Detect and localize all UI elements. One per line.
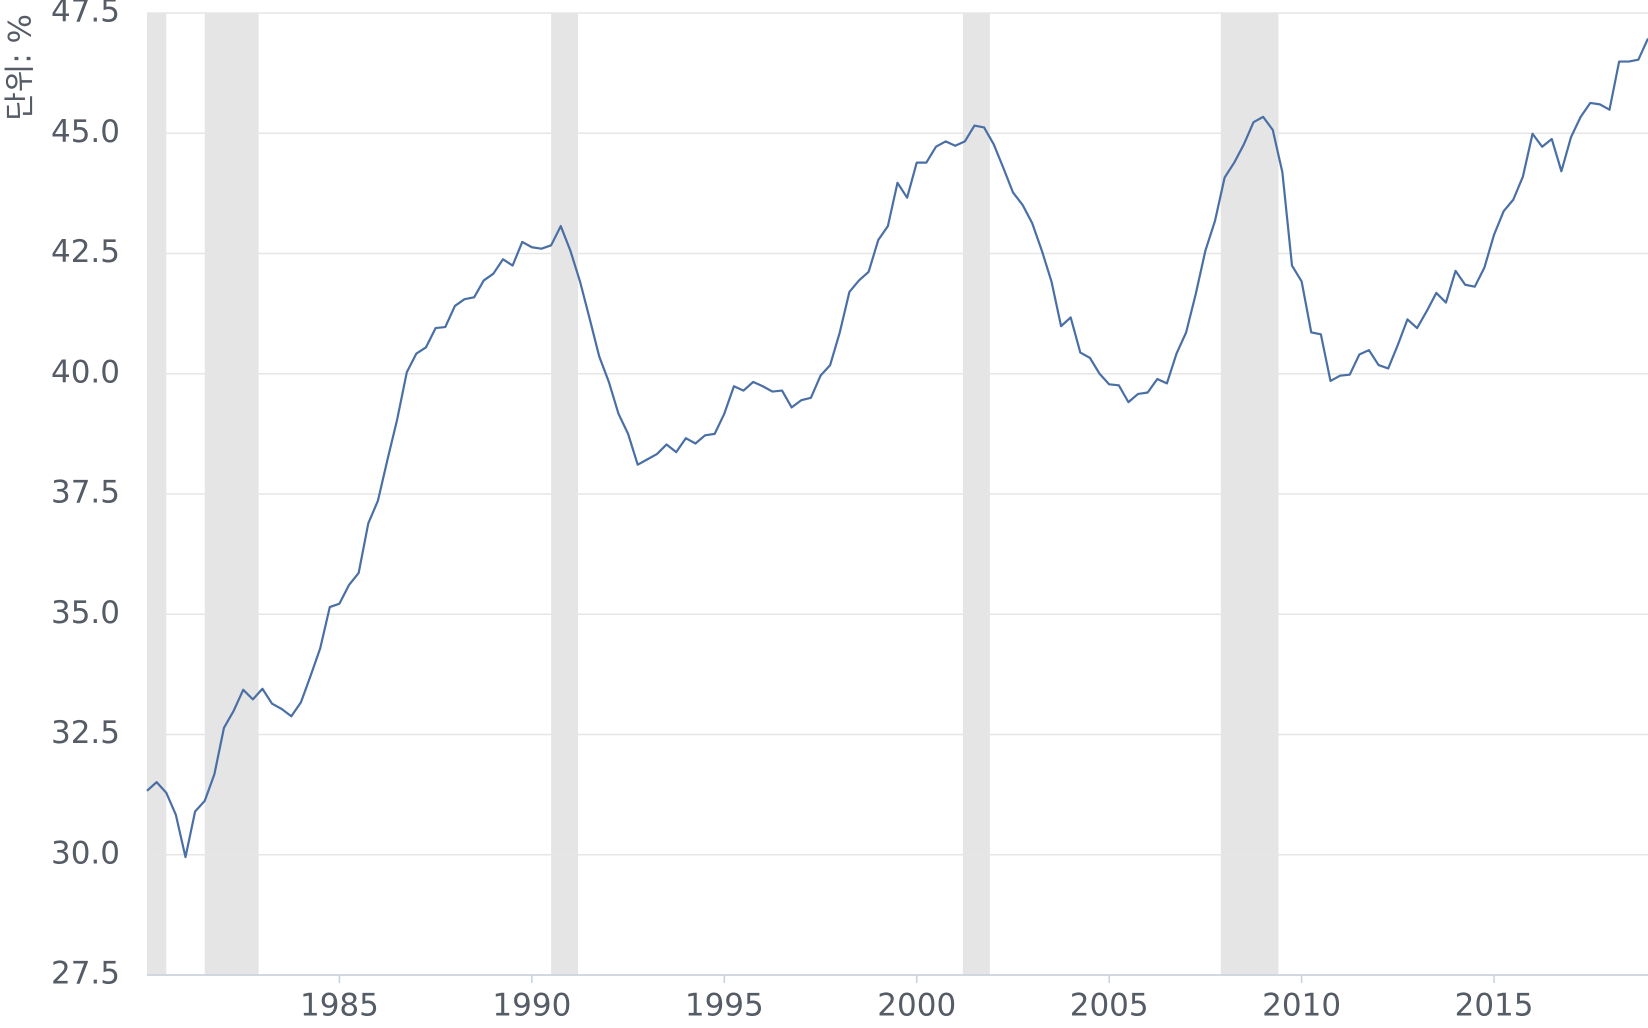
y-tick-label: 45.0 [51, 114, 120, 150]
y-tick-label: 40.0 [51, 354, 120, 390]
x-tick-label: 1990 [492, 988, 571, 1024]
y-tick-label: 47.5 [51, 0, 120, 30]
x-tick-label: 1995 [685, 988, 764, 1024]
y-axis-label: 단위: % [3, 14, 39, 121]
x-tick-label: 2000 [877, 988, 956, 1024]
x-tick-label: 2010 [1262, 988, 1341, 1024]
y-tick-label: 42.5 [51, 234, 120, 270]
y-tick-label: 35.0 [51, 595, 120, 631]
y-tick-label: 27.5 [51, 956, 120, 992]
y-tick-label: 30.0 [51, 835, 120, 871]
y-tick-label: 37.5 [51, 475, 120, 511]
x-tick-label: 2015 [1455, 988, 1534, 1024]
y-tick-label: 32.5 [51, 715, 120, 751]
data-line [146, 38, 1648, 859]
x-tick-label: 1985 [300, 988, 379, 1024]
x-tick-label: 2005 [1070, 988, 1149, 1024]
